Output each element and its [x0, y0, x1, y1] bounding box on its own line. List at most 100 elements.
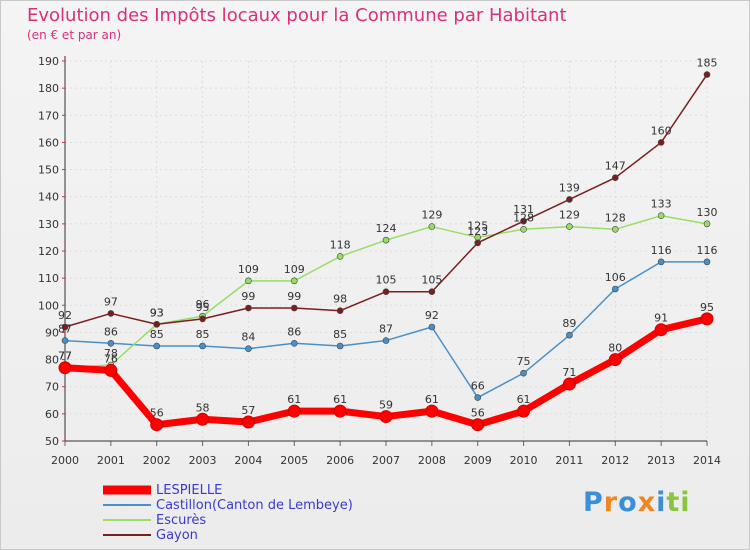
data-label: 92: [58, 309, 72, 322]
y-tick-label: 190: [38, 55, 59, 68]
y-tick-label: 180: [38, 82, 59, 95]
x-tick-label: 2003: [189, 454, 217, 467]
data-point: [153, 342, 161, 350]
data-label: 123: [467, 225, 488, 238]
data-label: 56: [471, 407, 485, 420]
data-point: [336, 342, 344, 350]
data-point: [196, 412, 210, 426]
data-label: 85: [333, 328, 347, 341]
data-point: [245, 277, 252, 285]
data-label: 133: [651, 198, 672, 211]
grid: [64, 60, 708, 442]
data-label: 61: [425, 393, 439, 406]
data-point: [608, 353, 622, 367]
x-tick-label: 2012: [601, 454, 629, 467]
y-tick-label: 130: [38, 218, 59, 231]
data-point: [703, 220, 711, 228]
logo-letter: i: [656, 487, 667, 518]
data-point: [520, 369, 527, 377]
data-label: 160: [651, 124, 672, 137]
data-label: 61: [333, 393, 347, 406]
data-label: 87: [379, 323, 393, 336]
data-point: [657, 212, 665, 220]
data-label: 97: [104, 295, 118, 308]
data-label: 58: [196, 401, 210, 414]
data-point: [245, 304, 252, 312]
data-label: 105: [376, 274, 397, 287]
axes: 50 60 70 80 90 100 110 120 130 140 150 160 170 180 190…: [38, 55, 721, 467]
data-point: [703, 258, 711, 266]
data-point: [520, 217, 527, 225]
data-label: 75: [517, 355, 531, 368]
data-point: [566, 331, 573, 339]
data-point: [61, 337, 69, 344]
x-tick-label: 2009: [464, 454, 492, 467]
data-label: 80: [608, 342, 622, 355]
data-point: [379, 410, 393, 424]
data-point: [566, 223, 573, 230]
data-label: 116: [651, 244, 672, 257]
data-point: [517, 404, 531, 418]
data-point: [333, 404, 347, 418]
data-label: 128: [605, 211, 626, 224]
y-tick-label: 170: [38, 109, 59, 122]
x-tick-label: 2005: [280, 454, 308, 467]
data-point: [287, 404, 301, 418]
data-point: [290, 304, 298, 312]
data-label: 93: [150, 306, 164, 319]
data-label: 61: [517, 393, 531, 406]
data-point: [336, 307, 344, 315]
data-label: 147: [605, 160, 626, 173]
data-label: 56: [150, 407, 164, 420]
chart-title: Evolution des Impôts locaux pour la Comm…: [27, 5, 567, 26]
data-point: [566, 196, 573, 203]
logo-letter: x: [637, 487, 657, 518]
data-label: 57: [241, 404, 255, 417]
data-point: [703, 71, 711, 78]
data-point: [290, 277, 298, 285]
data-point: [382, 337, 390, 344]
data-label: 128: [513, 211, 534, 224]
data-point: [562, 377, 576, 391]
data-point: [425, 404, 439, 418]
data-point: [657, 139, 665, 146]
data-point: [245, 345, 252, 353]
data-label: 91: [654, 312, 668, 325]
data-label: 86: [104, 325, 118, 338]
y-tick-label: 90: [45, 326, 59, 339]
y-tick-label: 120: [38, 245, 59, 258]
data-label: 95: [700, 301, 714, 314]
data-point: [428, 323, 436, 331]
data-label: 109: [238, 263, 259, 276]
data-label: 118: [330, 238, 351, 251]
data-point: [336, 253, 344, 260]
data-point: [382, 288, 390, 296]
x-tick-label: 2011: [555, 454, 583, 467]
legend-label: Gayon: [156, 528, 198, 543]
series-group: [58, 71, 714, 432]
proxiti-logo: Proxiti: [583, 487, 691, 518]
logo-letter: o: [618, 487, 638, 518]
data-label: 77: [58, 350, 72, 363]
x-tick-label: 2004: [234, 454, 262, 467]
data-label: 85: [150, 328, 164, 341]
y-tick-label: 60: [45, 408, 59, 421]
y-tick-label: 100: [38, 299, 59, 312]
data-point: [107, 339, 115, 347]
data-point: [199, 315, 206, 323]
data-label: 78: [104, 347, 118, 360]
data-label: 95: [196, 301, 210, 314]
data-label: 98: [333, 293, 347, 306]
legend-label: Escurès: [156, 513, 206, 528]
data-label: 129: [421, 209, 442, 222]
data-label: 116: [697, 244, 718, 257]
x-tick-label: 2000: [51, 454, 79, 467]
data-label: 185: [697, 57, 718, 70]
legend-label: Castillon(Canton de Lembeye): [156, 498, 353, 513]
logo-letter: r: [603, 487, 619, 518]
data-point: [150, 418, 164, 432]
data-point: [474, 239, 482, 247]
data-label: 71: [562, 366, 576, 379]
